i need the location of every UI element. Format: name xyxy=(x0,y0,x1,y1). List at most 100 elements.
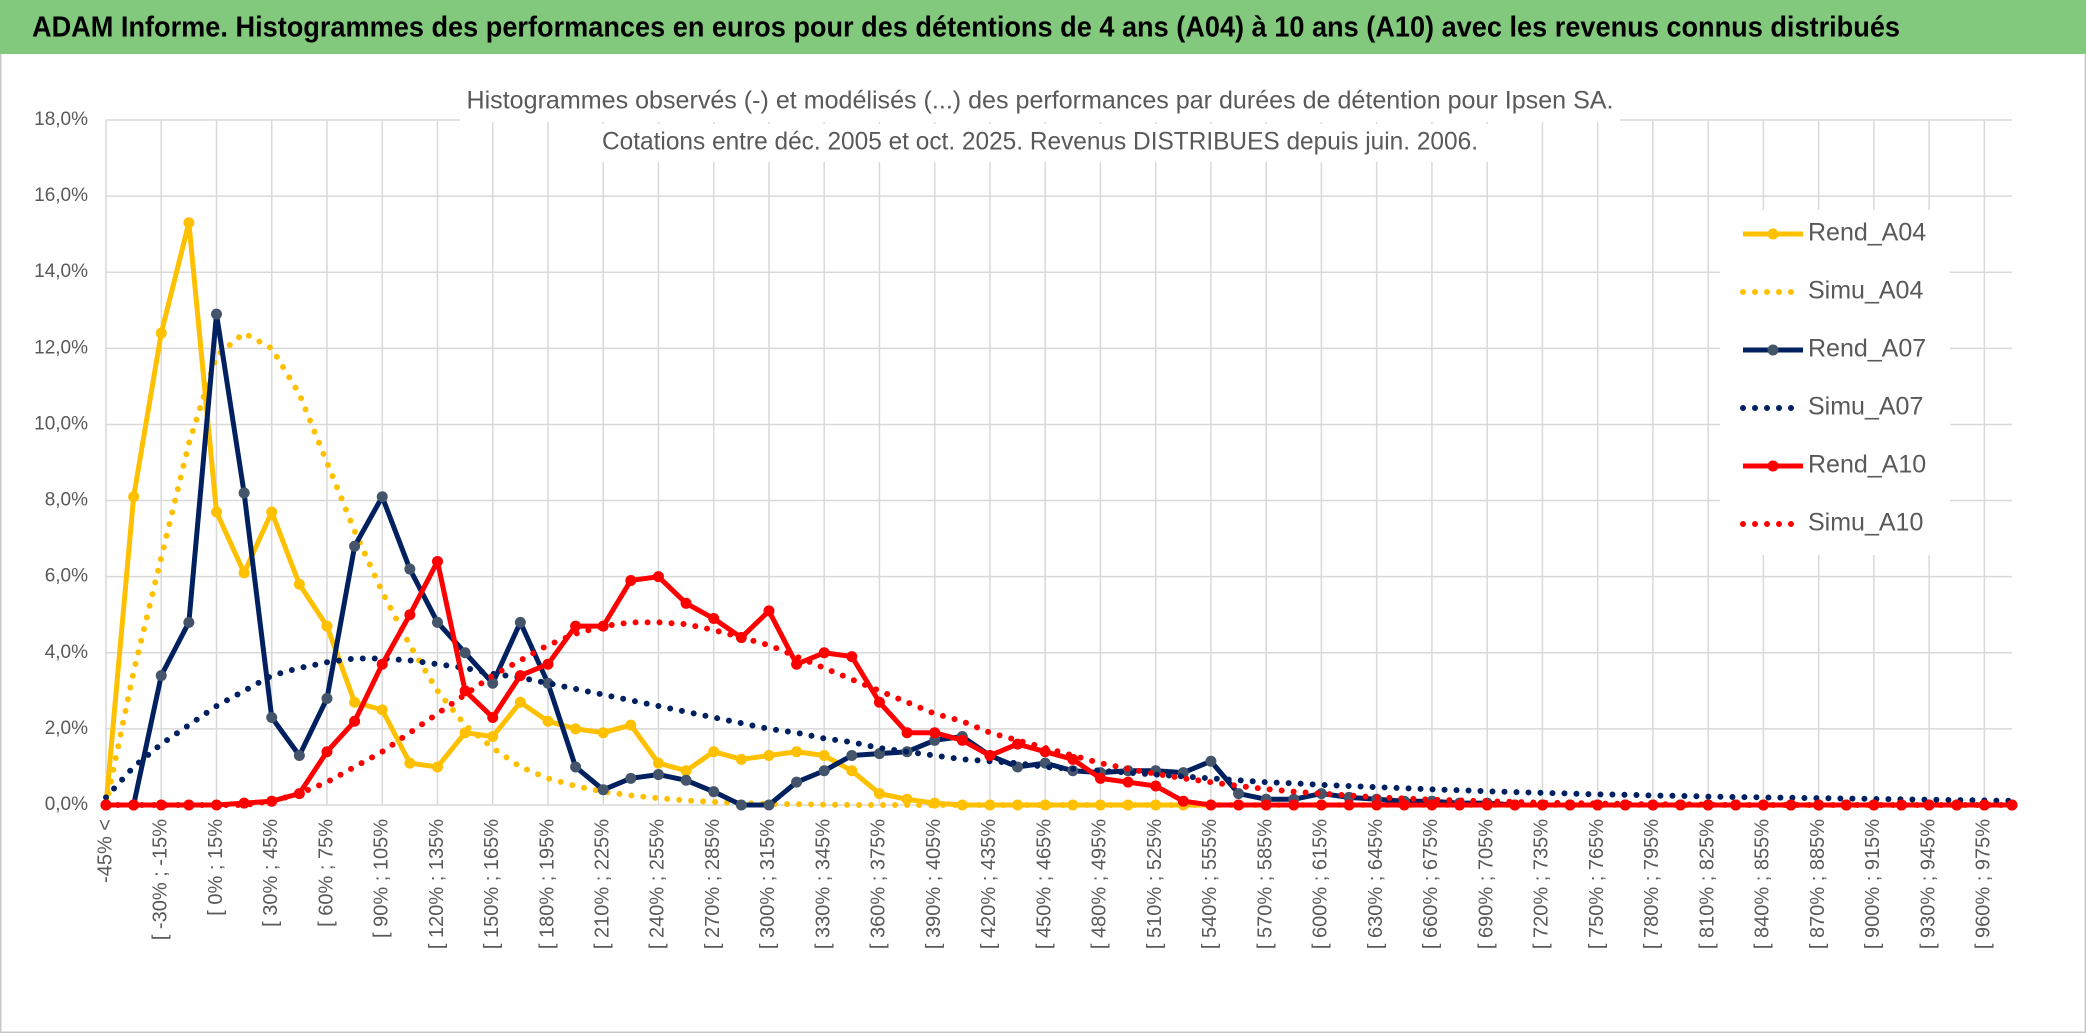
x-tick-label: [ 330% ; 345% xyxy=(812,819,834,949)
x-tick-label: [ 90% ; 105% xyxy=(371,819,393,938)
point xyxy=(266,711,278,723)
point xyxy=(487,677,499,689)
point xyxy=(1702,799,1714,811)
chart-subtitle: Cotations entre déc. 2005 et oct. 2025. … xyxy=(602,128,1478,156)
x-tick-label: [ 120% ; 135% xyxy=(426,819,448,949)
legend-bg xyxy=(1720,210,1950,555)
point xyxy=(1398,799,1410,811)
point xyxy=(1039,799,1051,811)
point xyxy=(873,696,885,708)
x-tick-label: [ 210% ; 225% xyxy=(591,819,613,949)
x-tick-label: [ 0% ; 15% xyxy=(205,819,227,916)
point xyxy=(542,658,554,670)
point xyxy=(708,613,720,625)
x-tick-label: [ 750% ; 765% xyxy=(1586,819,1608,949)
legend-label: Simu_A07 xyxy=(1808,393,1923,421)
point xyxy=(791,658,803,670)
x-tick-label: [ 900% ; 915% xyxy=(1862,819,1884,949)
point xyxy=(349,715,361,727)
point xyxy=(597,727,609,739)
point xyxy=(459,685,471,697)
x-tick-label: [ 570% ; 585% xyxy=(1254,819,1276,949)
point xyxy=(1233,799,1245,811)
y-tick-label: 6,0% xyxy=(45,566,88,587)
x-tick-label: [ 30% ; 45% xyxy=(260,819,282,927)
x-tick-label: [ 660% ; 675% xyxy=(1420,819,1442,949)
point xyxy=(238,797,250,809)
point xyxy=(846,750,858,762)
point xyxy=(266,506,278,518)
header-title: ADAM Informe. Histogrammes des performan… xyxy=(32,12,1900,44)
point xyxy=(1122,776,1134,788)
legend-marker xyxy=(1767,228,1779,240)
point xyxy=(652,757,664,769)
point xyxy=(818,750,830,762)
point xyxy=(210,506,222,518)
point xyxy=(376,491,388,503)
point xyxy=(1177,795,1189,807)
point xyxy=(128,491,140,503)
point xyxy=(680,597,692,609)
legend-label: Rend_A04 xyxy=(1808,219,1926,247)
point xyxy=(487,711,499,723)
point xyxy=(238,487,250,499)
point xyxy=(708,786,720,798)
point xyxy=(514,670,526,682)
x-tick-label: [ 420% ; 435% xyxy=(978,819,1000,949)
point xyxy=(404,563,416,575)
y-tick-label: 18,0% xyxy=(34,109,88,130)
x-tick-label: [ 300% ; 315% xyxy=(757,819,779,949)
x-tick-label: [ 150% ; 165% xyxy=(481,819,503,949)
x-tick-label: [ 390% ; 405% xyxy=(923,819,945,949)
point xyxy=(791,776,803,788)
legend-label: Rend_A07 xyxy=(1808,335,1926,363)
chart-title: Histogrammes observés (-) et modélisés (… xyxy=(467,87,1614,115)
point xyxy=(349,540,361,552)
point xyxy=(846,651,858,663)
point xyxy=(376,658,388,670)
point xyxy=(321,620,333,632)
plot-area: -45% < [ -30% ; -15% [ 0% ; 15% [ 30% ; 45%… xyxy=(34,109,2018,949)
point xyxy=(183,217,195,229)
point xyxy=(1868,799,1880,811)
point xyxy=(901,727,913,739)
x-tick-label: [ 960% ; 975% xyxy=(1973,819,1995,949)
point xyxy=(901,793,913,805)
point xyxy=(1785,799,1797,811)
point xyxy=(542,715,554,727)
point xyxy=(652,769,664,781)
point xyxy=(763,605,775,617)
point xyxy=(570,723,582,735)
subtitle-bg xyxy=(590,124,1490,162)
point xyxy=(376,704,388,716)
point xyxy=(238,567,250,579)
x-tick-label: [ 690% ; 705% xyxy=(1475,819,1497,949)
x-tick-label: [ 60% ; 75% xyxy=(315,819,337,927)
point xyxy=(763,799,775,811)
point xyxy=(1315,799,1327,811)
x-tick-label: [ 780% ; 795% xyxy=(1641,819,1663,949)
point xyxy=(431,761,443,773)
x-tick-label: [ 480% ; 495% xyxy=(1089,819,1111,949)
point xyxy=(846,765,858,777)
point xyxy=(155,799,167,811)
x-tick-label: [ 840% ; 855% xyxy=(1752,819,1774,949)
series-line xyxy=(103,619,2015,808)
legend-marker xyxy=(1767,460,1779,472)
point xyxy=(349,696,361,708)
point xyxy=(183,616,195,628)
point xyxy=(487,731,499,742)
series-line xyxy=(103,655,2015,804)
point xyxy=(625,574,637,586)
x-tick-label: [ 180% ; 195% xyxy=(536,819,558,949)
y-tick-label: 4,0% xyxy=(45,642,88,663)
x-tick-label: [ -30% ; -15% xyxy=(150,819,172,940)
x-tick-label: [ 240% ; 255% xyxy=(647,819,669,949)
point xyxy=(818,765,830,777)
x-tick-label: [ 360% ; 375% xyxy=(868,819,890,949)
y-tick-label: 12,0% xyxy=(34,337,88,358)
point xyxy=(1426,799,1438,811)
x-tick-label: [ 510% ; 525% xyxy=(1144,819,1166,949)
title-bg xyxy=(460,84,1620,122)
point xyxy=(929,734,941,746)
